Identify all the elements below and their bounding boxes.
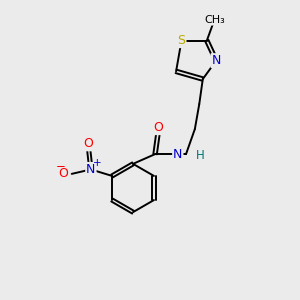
Text: O: O <box>58 167 68 180</box>
Text: O: O <box>154 121 164 134</box>
Text: −: − <box>56 160 65 173</box>
Text: N: N <box>212 54 221 67</box>
Text: H: H <box>196 149 205 162</box>
Text: CH₃: CH₃ <box>204 15 225 25</box>
Text: N: N <box>86 163 96 176</box>
Text: N: N <box>173 148 182 160</box>
Text: S: S <box>178 34 185 47</box>
Text: +: + <box>93 158 102 168</box>
Text: O: O <box>84 137 94 150</box>
